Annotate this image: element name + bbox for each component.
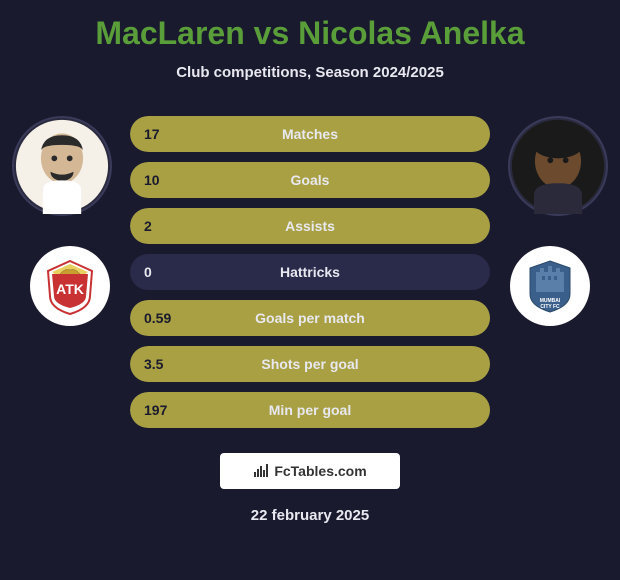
stat-value-left: 0: [144, 264, 152, 280]
watermark-badge: FcTables.com: [220, 453, 400, 489]
page-subtitle: Club competitions, Season 2024/2025: [0, 64, 620, 81]
stat-value-left: 17: [144, 126, 160, 142]
atk-logo-icon: ATK: [40, 256, 100, 316]
club-right-logo: MUMBAI CITY FC: [510, 246, 590, 326]
stat-value-left: 10: [144, 172, 160, 188]
stat-label: Min per goal: [269, 402, 351, 418]
stat-row: 3.5 Shots per goal: [130, 346, 490, 382]
stat-row: 10 Goals: [130, 162, 490, 198]
player-right-avatar: [508, 116, 608, 216]
stat-label: Goals per match: [255, 310, 365, 326]
stat-label: Goals: [291, 172, 330, 188]
stat-value-left: 2: [144, 218, 152, 234]
stat-label: Assists: [285, 218, 335, 234]
svg-text:ATK: ATK: [56, 281, 84, 297]
date-text: 22 february 2025: [0, 507, 620, 524]
page-title: MacLaren vs Nicolas Anelka: [0, 0, 620, 52]
stat-value-left: 3.5: [144, 356, 163, 372]
svg-text:CITY FC: CITY FC: [540, 304, 560, 310]
stat-label: Matches: [282, 126, 338, 142]
club-left-logo: ATK: [30, 246, 110, 326]
stat-value-left: 0.59: [144, 310, 171, 326]
stat-row: 2 Assists: [130, 208, 490, 244]
stat-row: 17 Matches: [130, 116, 490, 152]
mumbai-city-logo-icon: MUMBAI CITY FC: [520, 256, 580, 316]
stat-label: Shots per goal: [261, 356, 358, 372]
avatar-placeholder-icon: [14, 118, 110, 214]
chart-icon: [253, 462, 269, 481]
comparison-content: ATK MUMBAI CITY FC 17 Matches 10 Goals: [0, 116, 620, 428]
stat-label: Hattricks: [280, 264, 340, 280]
player-left-avatar: [12, 116, 112, 216]
stats-container: 17 Matches 10 Goals 2 Assists 0 Hattrick…: [130, 116, 490, 428]
stat-row: 0 Hattricks: [130, 254, 490, 290]
watermark-text: FcTables.com: [274, 463, 366, 479]
avatar-placeholder-icon: [510, 118, 606, 214]
stat-value-left: 197: [144, 402, 167, 418]
stat-row: 0.59 Goals per match: [130, 300, 490, 336]
stat-row: 197 Min per goal: [130, 392, 490, 428]
